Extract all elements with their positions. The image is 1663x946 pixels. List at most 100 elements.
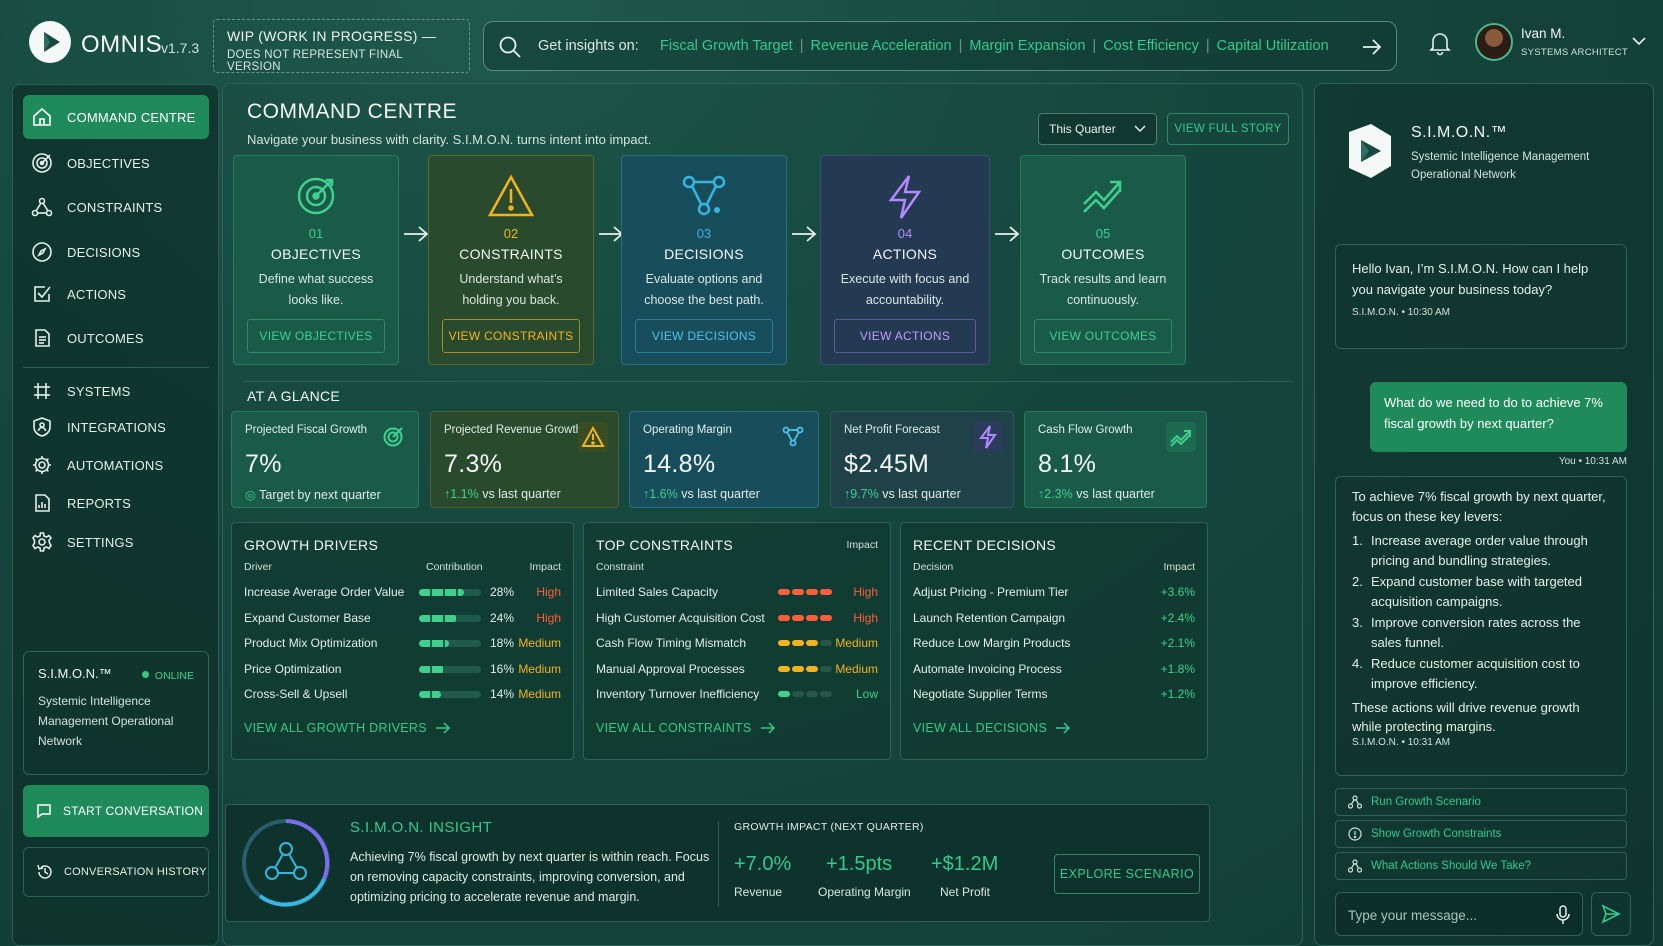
- list-item-text: Increase average order value through pri…: [1371, 533, 1588, 568]
- top-constraints-panel: TOP CONSTRAINTS Impact Constraint Limite…: [583, 522, 891, 760]
- insight-search-bar[interactable]: Get insights on: Fiscal Growth Target | Re…: [483, 21, 1397, 71]
- step-title: CONSTRAINTS: [459, 246, 563, 262]
- table-row[interactable]: Manual Approval Processes Medium: [596, 662, 878, 680]
- send-icon: [1601, 904, 1621, 924]
- view-full-story-button[interactable]: VIEW FULL STORY: [1167, 113, 1289, 145]
- suggestion-link[interactable]: Cost Efficiency: [1103, 38, 1199, 54]
- step-card-constraints: 02 CONSTRAINTS Understand what’s holding…: [428, 155, 594, 365]
- sidebar-item-actions[interactable]: ACTIONS: [23, 272, 209, 316]
- main-content: COMMAND CENTRE Navigate your business wi…: [222, 83, 1303, 946]
- table-row[interactable]: Adjust Pricing - Premium Tier +3.6%: [913, 585, 1195, 603]
- table-row[interactable]: Increase Average Order Value 28% High: [244, 585, 561, 603]
- suggestion-link[interactable]: Margin Expansion: [969, 38, 1086, 54]
- table-header: Decision Impact: [913, 561, 1195, 575]
- view-constraints-button[interactable]: VIEW CONSTRAINTS: [442, 319, 580, 353]
- arrow-right-icon[interactable]: [1360, 35, 1384, 59]
- warning-icon: [488, 174, 534, 217]
- kpi-label: Net Profit Forecast: [844, 424, 940, 436]
- bot-message: To achieve 7% fiscal growth by next quar…: [1335, 476, 1627, 776]
- sidebar-item-command-centre[interactable]: COMMAND CENTRE: [23, 95, 209, 139]
- step-number: 04: [897, 226, 913, 241]
- view-objectives-button[interactable]: VIEW OBJECTIVES: [247, 319, 385, 353]
- chat-agent-desc-line: Operational Network: [1411, 169, 1516, 181]
- message-timestamp: S.I.M.O.N. • 10:31 AM: [1352, 737, 1450, 748]
- suggestion-chip[interactable]: Run Growth Scenario: [1335, 788, 1627, 816]
- suggestion-link[interactable]: Fiscal Growth Target: [660, 38, 793, 54]
- table-row[interactable]: Negotiate Supplier Terms +1.2%: [913, 687, 1195, 705]
- recent-decisions-panel: RECENT DECISIONS Decision Impact Adjust …: [900, 522, 1208, 760]
- view-outcomes-button[interactable]: VIEW OUTCOMES: [1034, 319, 1172, 353]
- constraint-name: High Customer Acquisition Cost: [596, 610, 765, 625]
- table-row[interactable]: Expand Customer Base 24% High: [244, 611, 561, 629]
- start-conversation-label: START CONVERSATION: [63, 804, 204, 818]
- sidebar-item-decisions[interactable]: DECISIONS: [23, 230, 209, 274]
- step-description: Evaluate options and choose the best pat…: [644, 272, 764, 307]
- suggestion-chip[interactable]: What Actions Should We Take?: [1335, 852, 1627, 880]
- conversation-history-label: CONVERSATION HISTORY: [64, 866, 207, 878]
- sidebar-item-label: OBJECTIVES: [67, 155, 150, 171]
- conversation-history-button[interactable]: CONVERSATION HISTORY: [23, 847, 209, 897]
- table-row[interactable]: Automate Invoicing Process +1.8%: [913, 662, 1195, 680]
- step-description: Execute with focus and accountability.: [840, 272, 970, 307]
- explore-scenario-button[interactable]: EXPLORE SCENARIO: [1054, 854, 1200, 894]
- suggestion-chip[interactable]: Show Growth Constraints: [1335, 820, 1627, 848]
- chevron-down-icon[interactable]: [1632, 37, 1646, 46]
- view-actions-button[interactable]: VIEW ACTIONS: [834, 319, 976, 353]
- impact-value: +3.6%: [1160, 585, 1195, 599]
- suggestion-link[interactable]: Capital Utilization: [1216, 38, 1329, 54]
- col-impact: Impact: [1163, 561, 1195, 573]
- arrow-right-icon: [760, 722, 775, 734]
- kpi-delta: 1.1%: [450, 487, 479, 501]
- impact-label: High: [536, 610, 561, 625]
- omnis-logo-icon[interactable]: [28, 20, 72, 64]
- sidebar-item-systems[interactable]: SYSTEMS: [23, 369, 209, 413]
- kpi-note: vs last quarter: [882, 487, 961, 501]
- sidebar-item-settings[interactable]: SETTINGS: [23, 520, 209, 564]
- contribution-bar: [419, 640, 481, 647]
- send-button[interactable]: [1591, 892, 1631, 936]
- microphone-icon[interactable]: [1556, 905, 1570, 925]
- table-row[interactable]: Launch Retention Campaign +2.4%: [913, 611, 1195, 629]
- impact-label: Medium: [518, 636, 561, 650]
- view-all-decisions-link[interactable]: VIEW ALL DECISIONS: [913, 721, 1071, 735]
- message-input-box[interactable]: [1335, 892, 1583, 936]
- table-row[interactable]: Reduce Low Margin Products +2.1%: [913, 636, 1195, 654]
- start-conversation-button[interactable]: START CONVERSATION: [23, 785, 209, 837]
- table-row[interactable]: Price Optimization 16% Medium: [244, 662, 561, 680]
- chat-bubble-icon: [37, 804, 51, 819]
- message-input[interactable]: [1348, 904, 1538, 926]
- message-timestamp: You • 10:31 AM: [1558, 456, 1627, 467]
- sidebar-item-integrations[interactable]: INTEGRATIONS: [23, 405, 209, 449]
- suggestion-link[interactable]: Revenue Acceleration: [810, 38, 952, 54]
- sidebar-item-automations[interactable]: AUTOMATIONS: [23, 443, 209, 487]
- history-icon: [37, 864, 52, 879]
- kpi-card: Cash Flow Growth 8.1% ↑2.3% vs last quar…: [1024, 411, 1207, 508]
- period-select[interactable]: This Quarter: [1038, 113, 1157, 145]
- table-row[interactable]: Product Mix Optimization 18% Medium: [244, 636, 561, 654]
- view-all-constraints-link[interactable]: VIEW ALL CONSTRAINTS: [596, 721, 776, 735]
- bell-icon[interactable]: [1428, 30, 1452, 56]
- avatar[interactable]: [1475, 23, 1513, 61]
- view-decisions-button[interactable]: VIEW DECISIONS: [635, 319, 773, 353]
- network-icon: [31, 197, 53, 217]
- table-row[interactable]: Limited Sales Capacity High: [596, 585, 878, 603]
- kpi-value: 8.1%: [1038, 450, 1097, 478]
- sidebar-item-label: AUTOMATIONS: [67, 457, 164, 473]
- sidebar-item-constraints[interactable]: CONSTRAINTS: [23, 185, 209, 229]
- sidebar-item-reports[interactable]: REPORTS: [23, 481, 209, 525]
- table-row[interactable]: Cash Flow Timing Mismatch Medium: [596, 636, 878, 654]
- sidebar-item-objectives[interactable]: OBJECTIVES: [23, 141, 209, 185]
- period-select-value: This Quarter: [1049, 122, 1116, 136]
- view-all-growth-drivers-link[interactable]: VIEW ALL GROWTH DRIVERS: [244, 721, 451, 735]
- arrow-right-icon: [994, 225, 1020, 243]
- simon-card-title: S.I.M.O.N.™: [38, 666, 112, 681]
- wip-line-2: DOES NOT REPRESENT FINAL VERSION: [227, 49, 403, 73]
- home-icon: [33, 107, 51, 126]
- table-row[interactable]: Cross-Sell & Upsell 14% Medium: [244, 687, 561, 705]
- table-row[interactable]: High Customer Acquisition Cost High: [596, 611, 878, 629]
- sidebar-item-outcomes[interactable]: OUTCOMES: [23, 316, 209, 360]
- sidebar-item-label: DECISIONS: [67, 244, 141, 260]
- table-row[interactable]: Inventory Turnover Inefficiency Low: [596, 687, 878, 705]
- contribution-pct: 18%: [490, 636, 515, 650]
- kpi-note: vs last quarter: [482, 487, 561, 501]
